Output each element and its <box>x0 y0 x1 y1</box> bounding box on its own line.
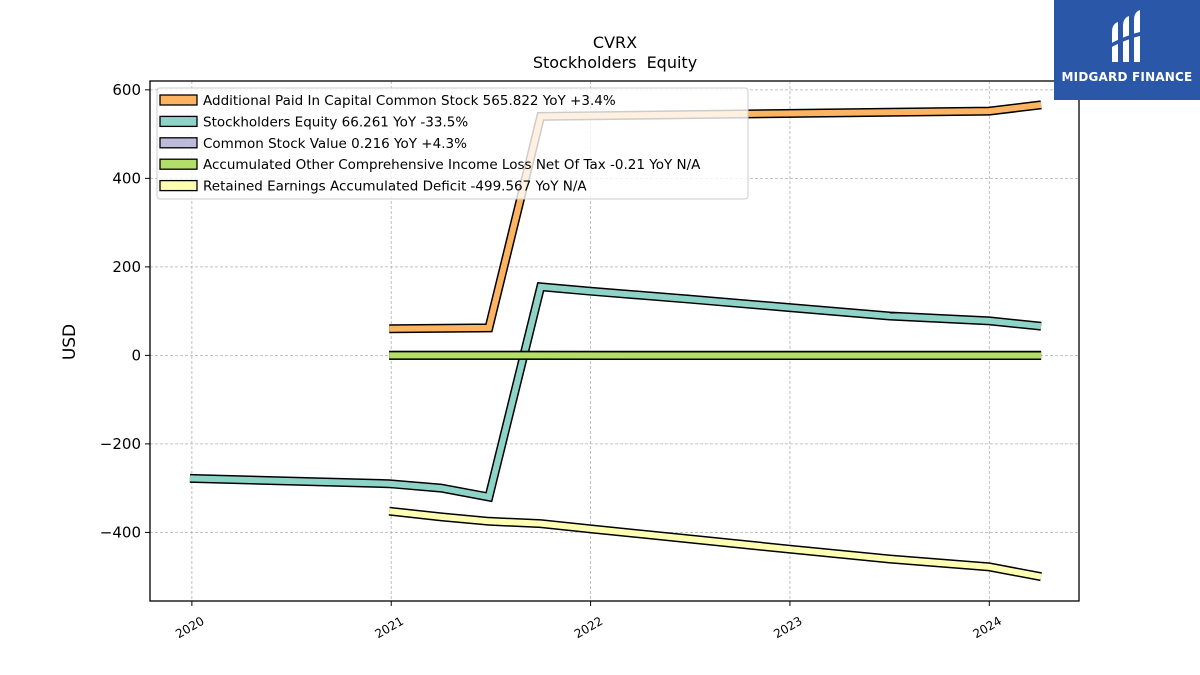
x-tick-label: 2021 <box>372 614 405 641</box>
y-tick-label: −200 <box>100 435 141 453</box>
legend-swatch <box>159 115 198 128</box>
legend: Additional Paid In Capital Common Stock … <box>156 87 749 200</box>
y-tick-label: 600 <box>112 81 141 99</box>
legend-box <box>156 87 749 200</box>
series-lines <box>189 100 1042 582</box>
legend-label: Accumulated Other Comprehensive Income L… <box>203 157 701 173</box>
y-axis-label: USD <box>60 324 80 360</box>
y-tick-label: 0 <box>131 346 141 364</box>
midgard-logo-icon <box>1106 10 1148 62</box>
chart-subtitle: Stockholders Equity <box>533 53 697 72</box>
x-tick-label: 2020 <box>173 614 206 641</box>
x-tick-label: 2023 <box>771 614 804 641</box>
plot-area-frame <box>149 80 1080 602</box>
series-line <box>388 508 1042 580</box>
legend-label: Common Stock Value 0.216 YoY +4.3% <box>203 136 467 152</box>
logo-text: MIDGARD FINANCE <box>1061 70 1193 84</box>
chart-title: CVRX <box>593 33 637 52</box>
midgard-finance-logo: MIDGARD FINANCE <box>1054 0 1200 100</box>
legend-label: Additional Paid In Capital Common Stock … <box>203 93 616 109</box>
y-tick-label: 400 <box>112 169 141 187</box>
legend-label: Retained Earnings Accumulated Deficit -4… <box>203 179 587 195</box>
y-tick-label: 200 <box>112 258 141 276</box>
series-line <box>189 283 1042 501</box>
x-tick-label: 2022 <box>572 614 605 641</box>
legend-swatch <box>159 137 198 149</box>
legend-swatch <box>159 94 198 106</box>
legend-swatch <box>159 179 198 192</box>
x-tick-label: 2024 <box>971 614 1004 641</box>
y-tick-label: −400 <box>100 523 141 541</box>
legend-swatch <box>159 158 198 170</box>
legend-label: Stockholders Equity 66.261 YoY -33.5% <box>203 114 468 130</box>
